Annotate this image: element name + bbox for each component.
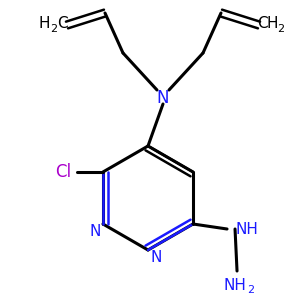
Text: N: N [157,89,169,107]
Text: NH: NH [224,278,247,292]
Text: C: C [57,16,68,31]
Text: N: N [89,224,101,239]
Text: H: H [267,16,278,31]
Text: NH: NH [236,221,259,236]
Text: N: N [150,250,162,266]
Text: Cl: Cl [55,163,71,181]
Text: 2: 2 [248,285,255,295]
Text: 2: 2 [50,24,57,34]
Text: C: C [257,16,268,31]
Text: H: H [39,16,50,31]
Text: 2: 2 [277,24,284,34]
